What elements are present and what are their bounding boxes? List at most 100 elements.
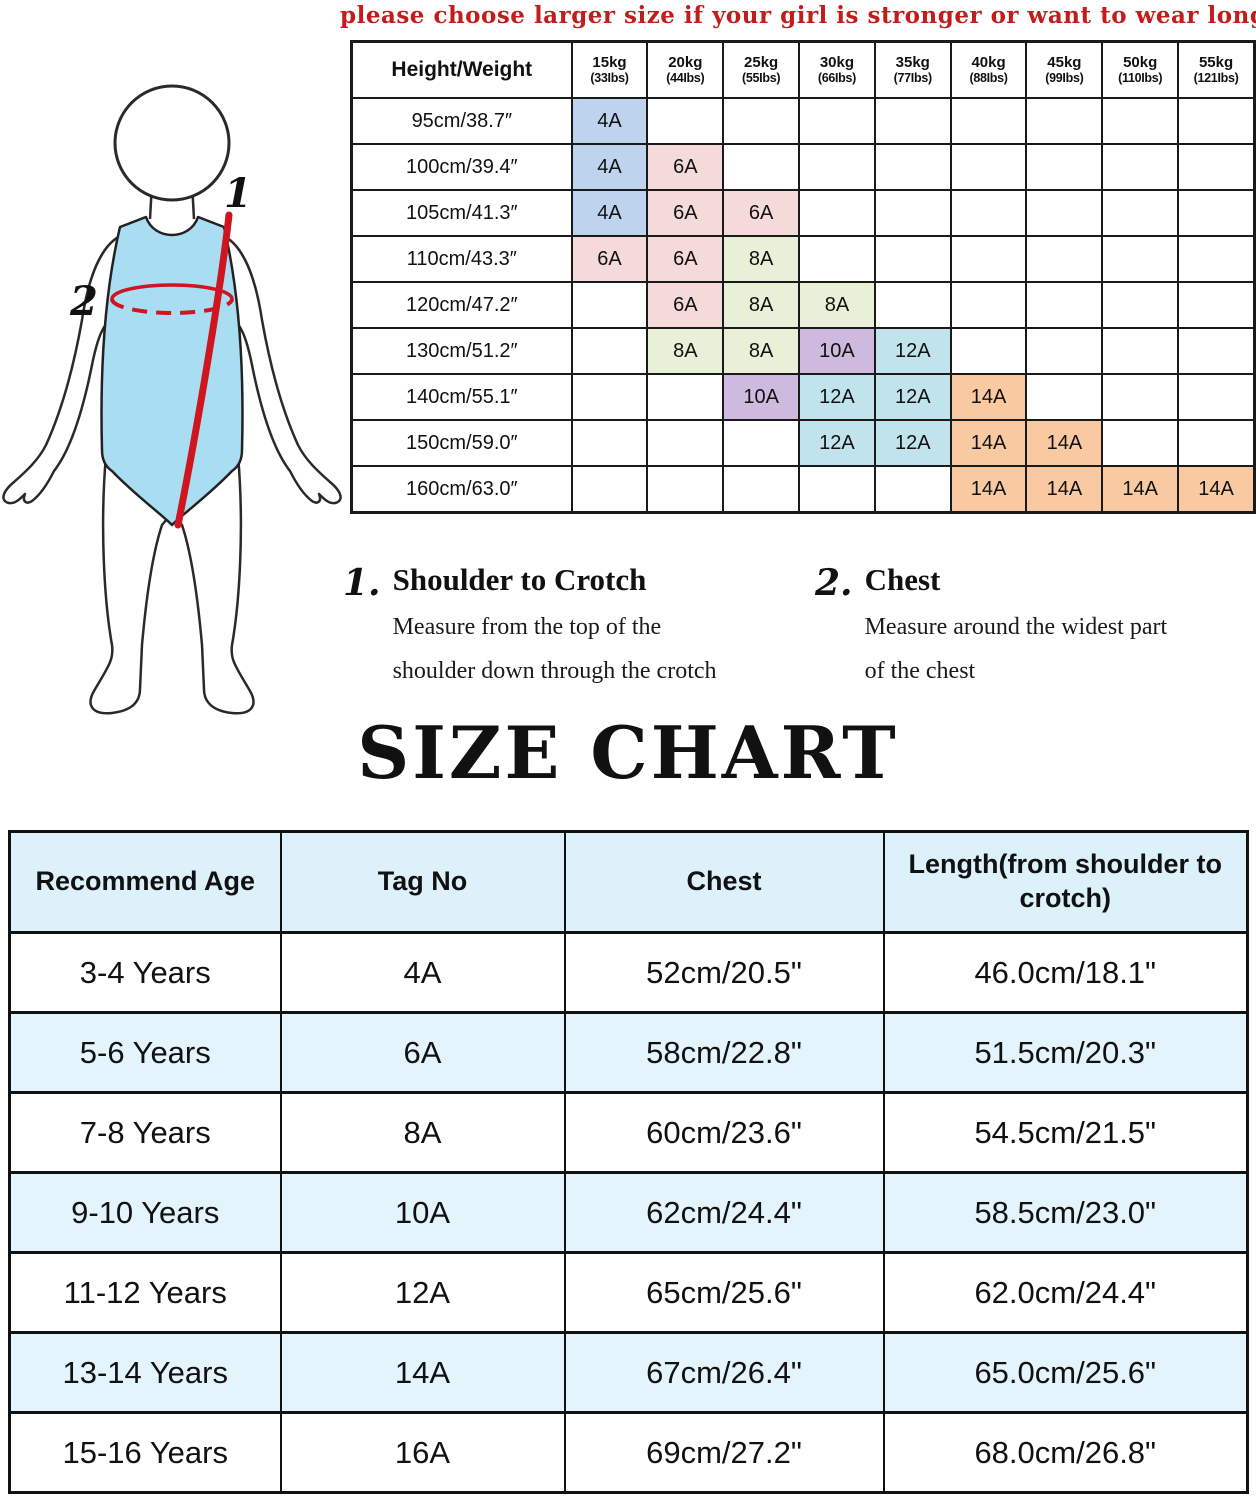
size-cell: 14A xyxy=(949,465,1028,514)
size-cell xyxy=(873,143,952,191)
age-cell: 9-10 Years xyxy=(8,1171,282,1254)
size-cell xyxy=(1101,97,1180,145)
size-cell: 8A xyxy=(798,281,876,329)
head xyxy=(113,84,231,202)
size-cell xyxy=(570,419,649,467)
weight-header: 30kg (66Ibs) xyxy=(798,40,876,99)
size-cell xyxy=(1101,327,1180,375)
age-cell: 11-12 Years xyxy=(8,1251,282,1334)
chest-cell: 52cm/20.5" xyxy=(563,931,885,1014)
tag-cell: 8A xyxy=(279,1091,566,1174)
height-label: 120cm/47.2″ xyxy=(350,281,573,329)
age-cell: 15-16 Years xyxy=(8,1411,282,1494)
size-cell xyxy=(873,97,952,145)
height-label: 100cm/39.4″ xyxy=(350,143,573,191)
height-label: 105cm/41.3″ xyxy=(350,189,573,237)
size-cell xyxy=(949,97,1028,145)
size-cell xyxy=(570,373,649,421)
weight-header: 50kg (110Ibs) xyxy=(1101,40,1180,99)
size-cell xyxy=(1101,419,1180,467)
fit-row: 160cm/63.0″ 14A 14A 14A 14A xyxy=(350,465,1256,514)
size-cell xyxy=(570,281,649,329)
size-cell: 6A xyxy=(646,189,725,237)
size-cell: 8A xyxy=(646,327,725,375)
fit-row: 100cm/39.4″ 4A 6A xyxy=(350,143,1256,191)
size-cell: 12A xyxy=(798,419,876,467)
fit-row: 120cm/47.2″ 6A 8A 8A xyxy=(350,281,1256,329)
length-cell: 54.5cm/21.5" xyxy=(882,1091,1249,1174)
table-row: 7-8 Years 8A 60cm/23.6" 54.5cm/21.5" xyxy=(8,1091,1249,1174)
height-label: 160cm/63.0″ xyxy=(350,465,573,514)
fit-corner-header: Height/Weight xyxy=(350,40,573,99)
size-cell xyxy=(1177,97,1256,145)
size-cell xyxy=(873,465,952,514)
left-arm xyxy=(2,233,124,505)
height-label: 110cm/43.3″ xyxy=(350,235,573,283)
size-cell xyxy=(1025,327,1104,375)
size-cell xyxy=(1177,419,1256,467)
size-cell xyxy=(1101,235,1180,283)
size-cell: 12A xyxy=(873,373,952,421)
table-row: 11-12 Years 12A 65cm/25.6" 62.0cm/24.4" xyxy=(8,1251,1249,1334)
size-cell xyxy=(722,143,801,191)
weight-header: 20kg (44Ibs) xyxy=(646,40,725,99)
fit-row: 130cm/51.2″ 8A 8A 10A 12A xyxy=(350,327,1256,375)
size-cell xyxy=(1025,189,1104,237)
weight-header: 25kg (55Ibs) xyxy=(722,40,801,99)
size-cell xyxy=(1177,235,1256,283)
fit-row: 150cm/59.0″ 12A 12A 14A 14A xyxy=(350,419,1256,467)
size-cell: 6A xyxy=(570,235,649,283)
table-row: 13-14 Years 14A 67cm/26.4" 65.0cm/25.6" xyxy=(8,1331,1249,1414)
weight-header: 45kg (99Ibs) xyxy=(1025,40,1104,99)
chest-cell: 65cm/25.6" xyxy=(563,1251,885,1334)
size-cell xyxy=(1177,189,1256,237)
size-cell xyxy=(798,143,876,191)
size-cell xyxy=(1101,373,1180,421)
tag-cell: 6A xyxy=(279,1011,566,1094)
size-cell: 14A xyxy=(949,373,1028,421)
size-cell: 12A xyxy=(873,327,952,375)
length-cell: 68.0cm/26.8" xyxy=(882,1411,1249,1494)
column-header-tag-no: Tag No xyxy=(279,830,566,934)
measurement-number: 1. xyxy=(343,562,381,604)
column-header-length: Length(from shoulder to crotch) xyxy=(882,830,1249,934)
size-cell xyxy=(1101,189,1180,237)
size-cell xyxy=(949,327,1028,375)
chest-measure-line-solid xyxy=(110,283,234,300)
table-row: 15-16 Years 16A 69cm/27.2" 68.0cm/26.8" xyxy=(8,1411,1249,1494)
size-cell xyxy=(646,465,725,514)
size-cell: 10A xyxy=(722,373,801,421)
table-row: 5-6 Years 6A 58cm/22.8" 51.5cm/20.3" xyxy=(8,1011,1249,1094)
size-cell: 10A xyxy=(798,327,876,375)
length-cell: 58.5cm/23.0" xyxy=(882,1171,1249,1254)
table-row: 3-4 Years 4A 52cm/20.5" 46.0cm/18.1" xyxy=(8,931,1249,1014)
size-cell xyxy=(949,235,1028,283)
size-cell: 4A xyxy=(570,97,649,145)
chest-cell: 67cm/26.4" xyxy=(563,1331,885,1414)
size-cell: 14A xyxy=(1177,465,1256,514)
size-cell xyxy=(798,97,876,145)
table-row: 9-10 Years 10A 62cm/24.4" 58.5cm/23.0" xyxy=(8,1171,1249,1254)
size-cell xyxy=(570,465,649,514)
weight-header: 35kg (77Ibs) xyxy=(873,40,952,99)
size-cell xyxy=(1101,281,1180,329)
size-cell: 8A xyxy=(722,235,801,283)
page-title: SIZE CHART xyxy=(357,710,899,795)
size-cell xyxy=(1025,281,1104,329)
fit-row: 105cm/41.3″ 4A 6A 6A xyxy=(350,189,1256,237)
size-cell xyxy=(1025,373,1104,421)
diagram-label-1: 1 xyxy=(224,170,252,217)
size-cell: 8A xyxy=(722,281,801,329)
size-cell: 14A xyxy=(1025,465,1104,514)
size-cell: 12A xyxy=(873,419,952,467)
chest-cell: 62cm/24.4" xyxy=(563,1171,885,1254)
size-cell: 4A xyxy=(570,143,649,191)
size-cell: 8A xyxy=(722,327,801,375)
size-cell xyxy=(646,373,725,421)
measurement-title: Chest xyxy=(864,562,941,597)
length-cell: 62.0cm/24.4" xyxy=(882,1251,1249,1334)
measurement-item-shoulder-to-crotch: 1. Shoulder to Crotch Measure from the t… xyxy=(343,562,815,694)
height-weight-table: Height/Weight 15kg (33Ibs) 20kg (44Ibs) 25… xyxy=(350,40,1256,514)
weight-header: 40kg (88Ibs) xyxy=(949,40,1028,99)
size-cell xyxy=(1101,143,1180,191)
